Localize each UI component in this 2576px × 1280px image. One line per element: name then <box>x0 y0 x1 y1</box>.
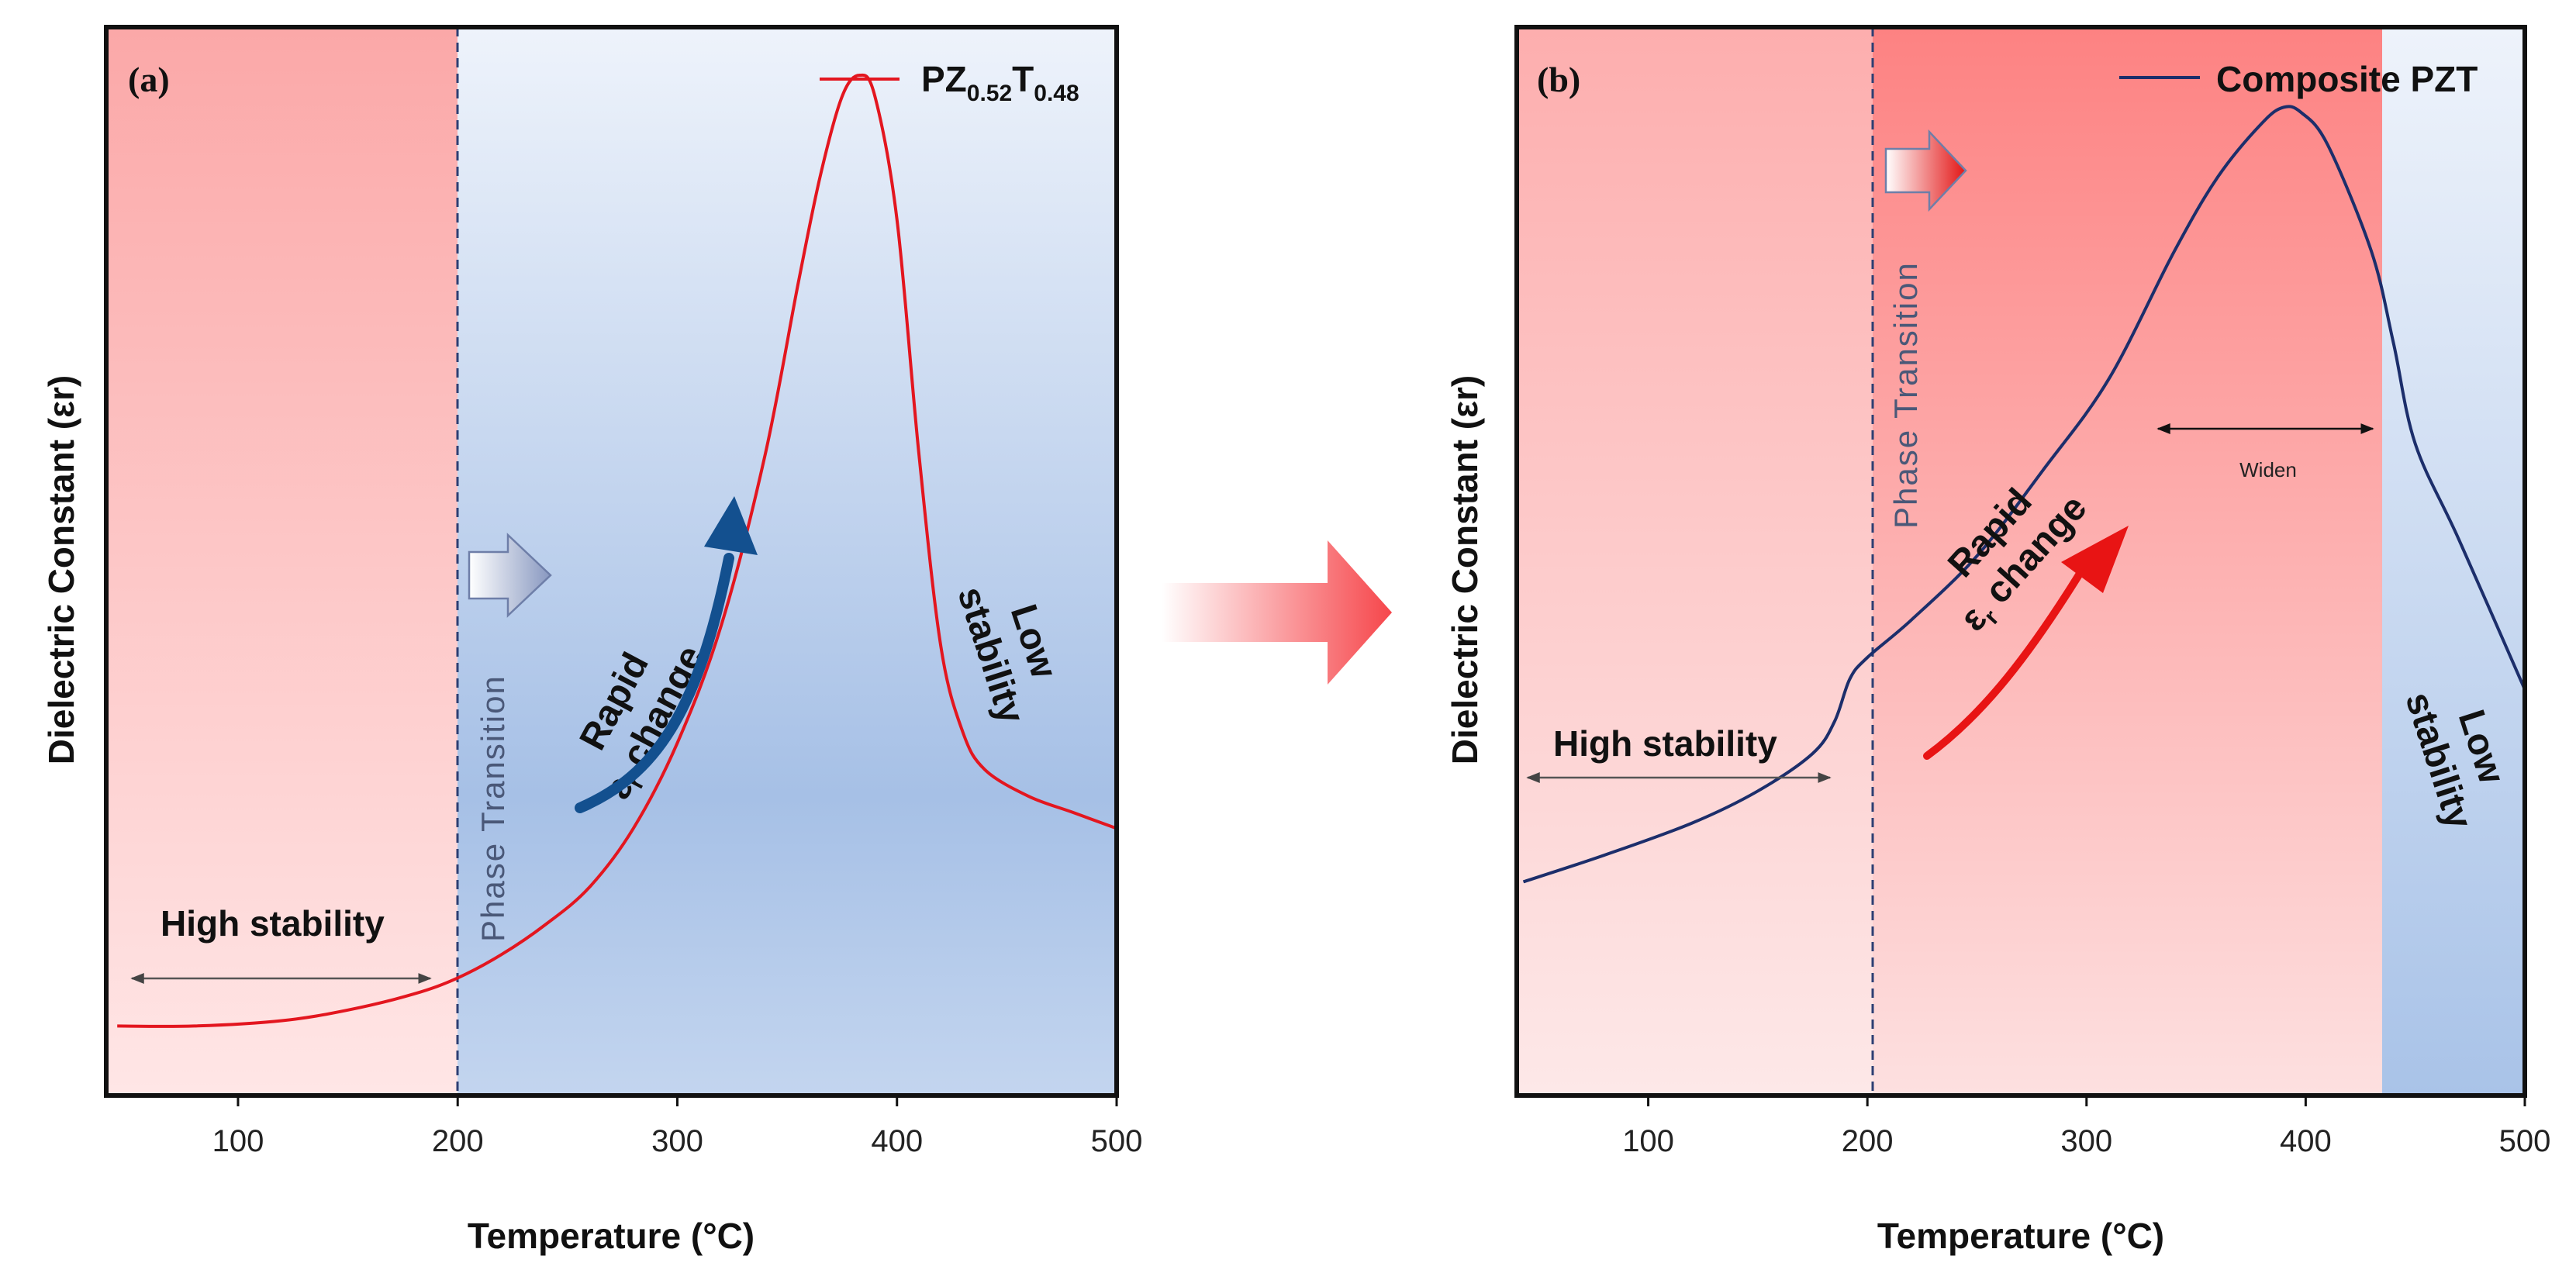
panel-a-frame <box>104 25 1119 1098</box>
panel-b-phase-arrow-icon <box>1884 129 1967 212</box>
panel-b-widen-label: Widen <box>2239 458 2297 481</box>
panel-b-legend-label: Composite PZT <box>2216 59 2478 99</box>
panel-b-x-axis-label: Temperature (°C) <box>1877 1216 2164 1256</box>
panel-b-legend: Composite PZT <box>2119 59 2478 99</box>
panel-b-region-transition <box>1873 27 2382 1095</box>
panel-a-x-tick-label: 100 <box>212 1124 264 1158</box>
panel-a-tag: (a) <box>128 60 170 99</box>
panel-a-phase-transition-label: Phase Transition <box>475 675 511 942</box>
panel-b-frame <box>1514 25 2527 1098</box>
panel-a-rapid-arrow <box>575 553 734 813</box>
panel-a-x-tick-label: 300 <box>651 1124 703 1158</box>
panel-b-x-tick-label: 100 <box>1622 1124 1674 1158</box>
panel-b-phase-transition-label: Phase Transition <box>1887 261 1924 529</box>
panel-b: (b) Composite PZT High stability Phase T… <box>1445 25 2550 1256</box>
panel-b-x-tick-label: 300 <box>2060 1124 2112 1158</box>
transition-arrow-icon <box>1162 540 1392 685</box>
panel-a-x-ticks: 100 200 300 400 500 <box>212 1095 1143 1158</box>
panel-b-region-high-stability <box>1517 27 1873 1095</box>
panel-a-x-axis-label: Temperature (°C) <box>468 1216 754 1256</box>
panel-a-legend-label: PZ0.52T0.48 <box>921 59 1079 106</box>
panel-a-region-transition <box>458 27 1117 1095</box>
panel-a-region-high-stability <box>106 27 458 1095</box>
panel-a: (a) PZ0.52T0.48 High stability Phase Tra… <box>41 25 1143 1256</box>
panel-b-y-axis-label: Dielectric Constant (εr) <box>1445 375 1485 764</box>
panel-a-series-line <box>117 73 1117 1028</box>
panel-b-tag: (b) <box>1537 60 1580 99</box>
panel-a-y-axis-label: Dielectric Constant (εr) <box>41 375 81 764</box>
panel-b-x-tick-label: 400 <box>2280 1124 2332 1158</box>
panel-b-rapid-arrow-head <box>2061 526 2129 593</box>
panel-b-rapid-arrow <box>1923 566 2086 760</box>
panel-b-x-tick-label: 500 <box>2499 1124 2551 1158</box>
panel-b-high-stability-label: High stability <box>1553 723 1777 764</box>
panel-b-series-line <box>1522 105 2526 884</box>
panel-a-phase-arrow-icon <box>468 533 552 618</box>
panel-a-rapid-arrow-head <box>704 496 758 555</box>
panel-a-legend: PZ0.52T0.48 <box>820 59 1079 106</box>
panel-b-x-tick-label: 200 <box>1842 1124 1894 1158</box>
panel-a-x-tick-label: 400 <box>871 1124 923 1158</box>
panel-a-x-tick-label: 500 <box>1091 1124 1143 1158</box>
panel-b-region-low-stability <box>2382 27 2525 1095</box>
panel-a-x-tick-label: 200 <box>432 1124 484 1158</box>
panel-a-high-stability-label: High stability <box>161 903 385 944</box>
panel-b-x-ticks: 100 200 300 400 500 <box>1622 1095 2550 1158</box>
